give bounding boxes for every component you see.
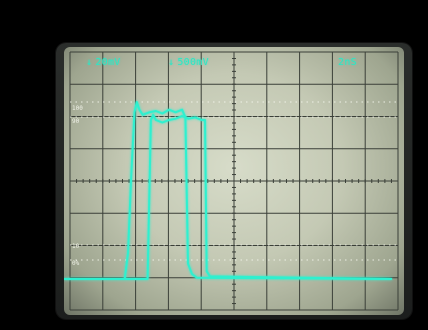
ground-arrow-icon: ↓	[168, 57, 175, 68]
marker-10: 10	[72, 243, 80, 250]
ch2-scale-readout: ↓ 500mV	[168, 57, 209, 68]
trace-faster-pulse	[64, 113, 393, 280]
ch1-scale-text: 20mV	[95, 57, 121, 68]
trace-slower-pulse	[64, 101, 393, 280]
marker-100: 100	[72, 105, 83, 112]
ch2-scale-text: 500mV	[177, 57, 209, 68]
waveform-traces	[64, 101, 393, 280]
oscilloscope-screen: 100 90 10 0% ↓ 20mV ↓ 500mV 2nS	[64, 47, 404, 315]
marker-90: 90	[72, 118, 80, 125]
marker-0: 0%	[72, 260, 80, 267]
ground-arrow-icon: ↓	[86, 57, 93, 68]
ch1-scale-readout: ↓ 20mV	[86, 57, 121, 68]
timebase-readout: 2nS	[338, 57, 357, 68]
